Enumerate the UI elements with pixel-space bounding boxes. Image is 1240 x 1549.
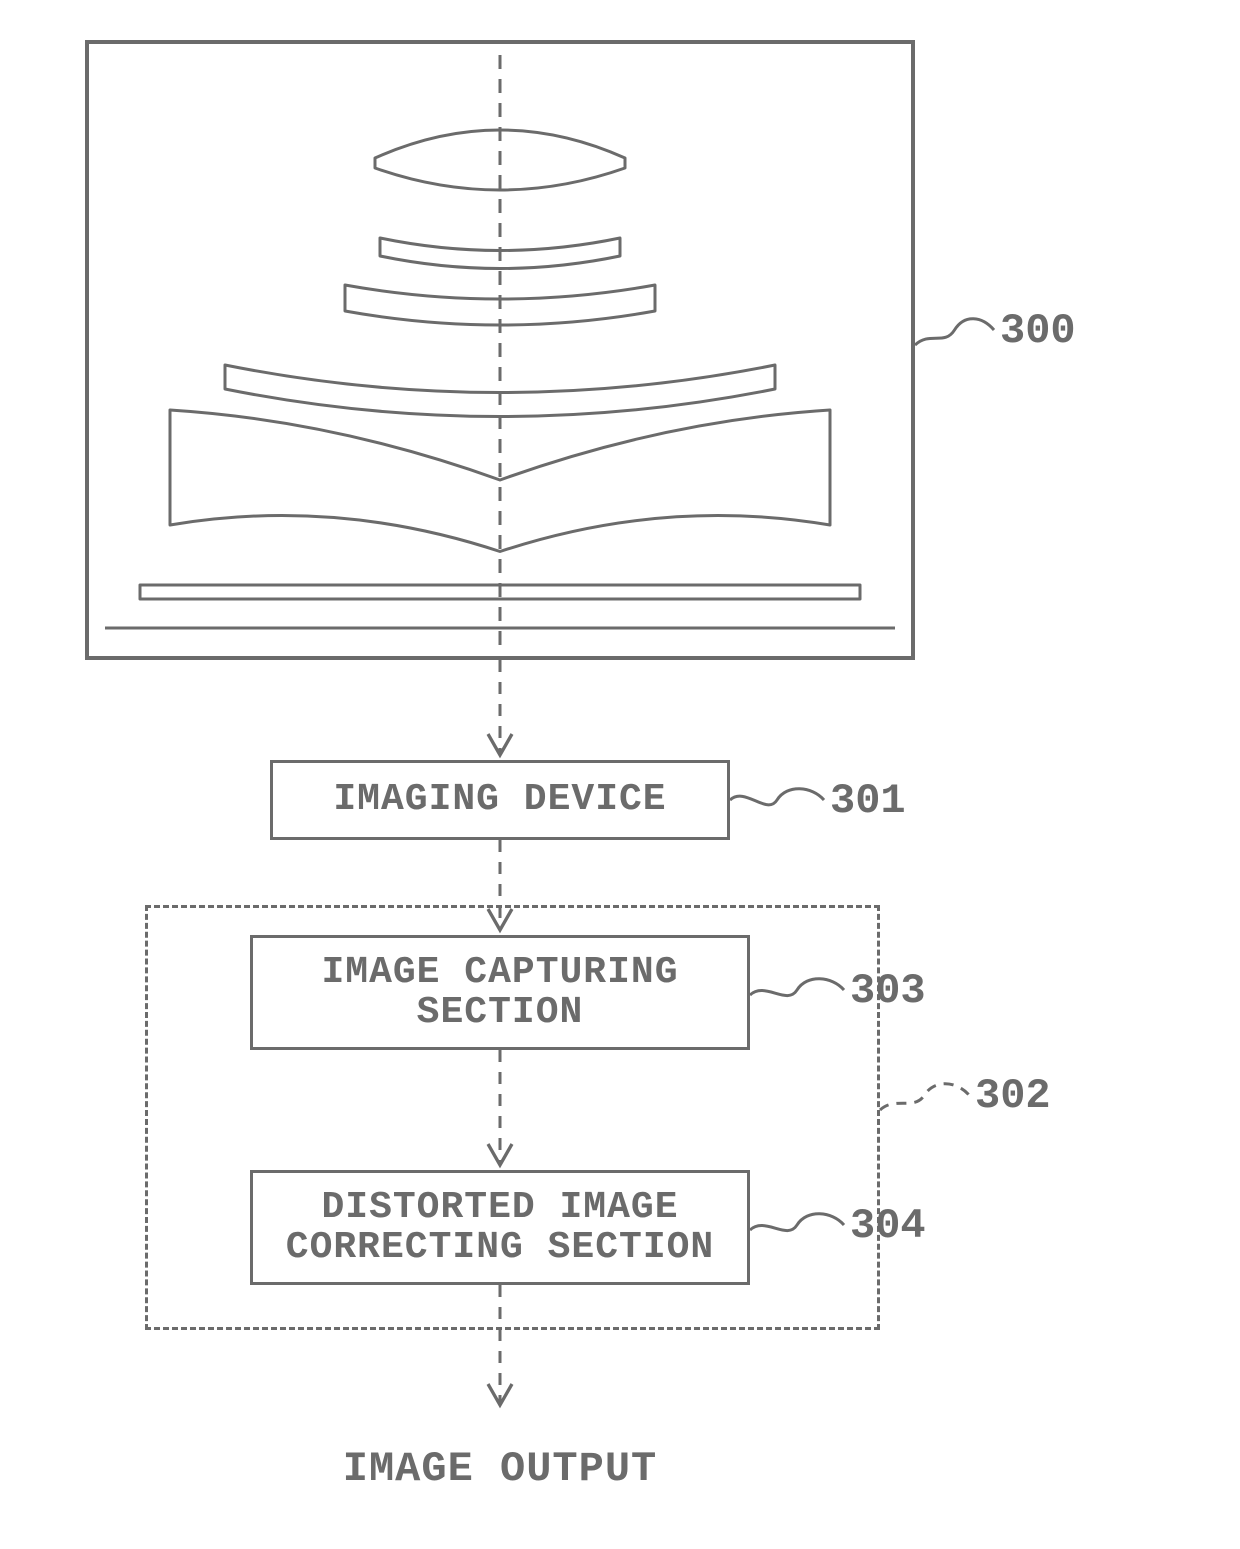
distorted-correcting-block: DISTORTED IMAGE CORRECTING SECTION (250, 1170, 750, 1285)
ref-302-label: 302 (975, 1072, 1051, 1120)
lens-assembly-box (85, 40, 915, 660)
ref-304-label: 304 (850, 1202, 926, 1250)
diagram-stage: IMAGING DEVICE IMAGE CAPTURING SECTION D… (0, 0, 1240, 1549)
ref-300-label: 300 (1000, 307, 1076, 355)
image-capturing-label: IMAGE CAPTURING SECTION (321, 953, 678, 1033)
distorted-correcting-label: DISTORTED IMAGE CORRECTING SECTION (286, 1188, 714, 1268)
ref-301-label: 301 (830, 777, 906, 825)
image-capturing-block: IMAGE CAPTURING SECTION (250, 935, 750, 1050)
image-output-label: IMAGE OUTPUT (343, 1445, 657, 1493)
imaging-device-block: IMAGING DEVICE (270, 760, 730, 840)
imaging-device-label: IMAGING DEVICE (333, 780, 666, 820)
ref-303-label: 303 (850, 967, 926, 1015)
